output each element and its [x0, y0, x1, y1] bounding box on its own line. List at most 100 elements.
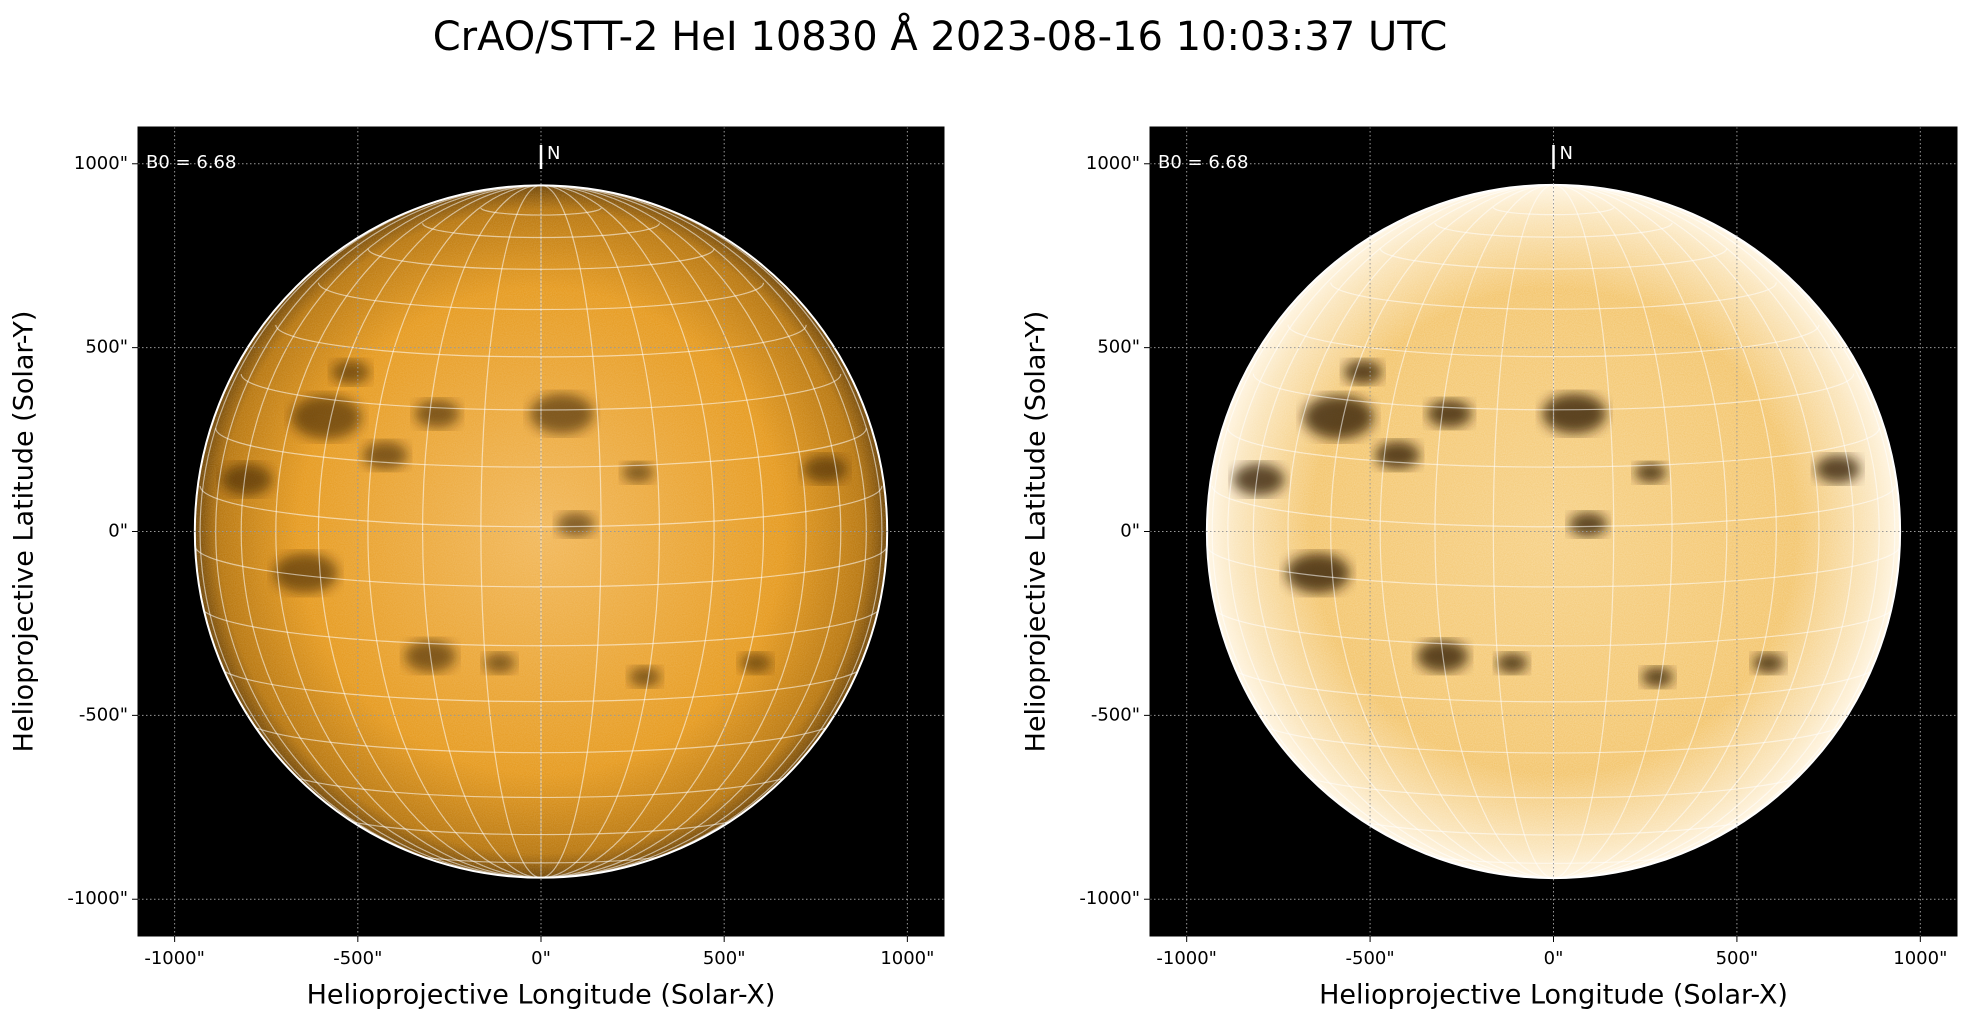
x-tick-label: 1000" — [880, 948, 934, 969]
meridian — [199, 185, 542, 878]
plot-frame — [137, 126, 945, 937]
x-tick-label: 0" — [1544, 948, 1564, 969]
parallel — [240, 373, 842, 411]
dark-filament — [628, 666, 661, 687]
annotation: N — [547, 143, 560, 164]
dark-filament — [1427, 399, 1472, 428]
dark-filament — [802, 455, 848, 484]
x-tick-label: -500" — [1346, 948, 1395, 969]
parallel — [1211, 604, 1896, 647]
parallel — [1492, 207, 1615, 216]
dark-filament — [1233, 463, 1285, 496]
parallel — [275, 325, 807, 358]
plot-frame — [1149, 126, 1958, 937]
annotation: B0 = 6.68 — [146, 152, 236, 173]
x-tick-label: 500" — [703, 948, 746, 969]
parallel — [1330, 282, 1777, 310]
dark-filament — [1634, 462, 1667, 483]
dark-filament — [1542, 393, 1607, 434]
dark-filament — [1641, 667, 1674, 688]
meridian — [1252, 184, 1554, 879]
x-tick-label: 500" — [1716, 948, 1759, 969]
dark-filament — [221, 463, 273, 496]
dark-filament — [1303, 395, 1374, 440]
meridian — [540, 185, 842, 878]
x-axis-label: Helioprojective Longitude (Solar-X) — [1319, 980, 1788, 1011]
meridian — [1379, 184, 1554, 879]
dark-filament — [483, 653, 516, 674]
meridian — [1553, 184, 1615, 879]
meridian — [275, 185, 542, 878]
y-tick-label: 1000" — [74, 153, 128, 174]
parallel — [1227, 662, 1880, 703]
meridian — [1211, 184, 1554, 879]
parallel — [1227, 427, 1880, 468]
parallel — [1211, 485, 1896, 528]
annotation: N — [1560, 143, 1573, 164]
y-axis-label: Helioprojective Latitude (Solar-Y) — [1021, 311, 1052, 753]
meridian — [215, 185, 542, 878]
dark-filament — [1815, 455, 1861, 484]
dark-filament — [414, 399, 460, 428]
dark-filament — [1375, 441, 1420, 470]
x-tick-label: 0" — [531, 948, 551, 969]
parallel — [367, 248, 715, 270]
y-tick-label: 0" — [108, 521, 128, 542]
dark-filament — [291, 395, 362, 440]
meridian — [1287, 184, 1554, 879]
y-axis-label: Helioprojective Latitude (Solar-Y) — [9, 311, 40, 753]
meridian — [540, 185, 883, 878]
parallel — [215, 662, 867, 703]
y-tick-label: 500" — [85, 337, 128, 358]
panel: -1000" -500" 0" 500" 1000" -1000" -500" 0" 500" 1… — [9, 126, 945, 1011]
parallel — [1252, 716, 1855, 754]
dark-filament — [1285, 553, 1350, 594]
meridian — [240, 185, 542, 878]
dark-filament — [1495, 653, 1528, 674]
x-tick-label: -1000" — [144, 948, 205, 969]
x-tick-label: -1000" — [1156, 948, 1217, 969]
annotation: B0 = 6.68 — [1158, 152, 1248, 173]
dark-filament — [1568, 512, 1608, 537]
dark-filament — [273, 553, 338, 594]
parallel — [1287, 324, 1820, 358]
y-tick-label: -1000" — [67, 888, 128, 909]
meridian — [1553, 184, 1673, 879]
y-tick-label: 500" — [1097, 337, 1140, 358]
parallel — [1379, 248, 1728, 270]
parallel — [1252, 373, 1855, 411]
parallel — [422, 223, 660, 239]
parallel — [275, 765, 807, 799]
y-tick-label: -500" — [79, 704, 128, 725]
meridian — [1492, 184, 1554, 879]
panel: -1000" -500" 0" 500" 1000" -1000" -500" 0" 500" 1… — [1021, 126, 1958, 1011]
dark-filament — [556, 512, 595, 537]
parallel — [199, 604, 883, 647]
dark-filament — [1343, 360, 1383, 385]
parallel — [1434, 222, 1673, 238]
parallel — [194, 545, 888, 588]
y-tick-label: 1000" — [1086, 153, 1140, 174]
dark-filament — [529, 393, 594, 434]
dark-filament — [362, 441, 408, 470]
parallel — [1206, 545, 1901, 588]
x-tick-label: -500" — [333, 948, 382, 969]
dark-filament — [621, 462, 654, 483]
meridian — [367, 185, 542, 878]
y-tick-label: -500" — [1091, 704, 1140, 725]
meridian — [1553, 184, 1855, 879]
dark-filament — [331, 360, 370, 385]
meridian — [480, 185, 542, 878]
meridian — [540, 185, 602, 878]
parallel — [1287, 765, 1820, 799]
x-tick-label: 1000" — [1893, 948, 1947, 969]
parallel — [240, 716, 842, 754]
meridian — [1227, 184, 1554, 879]
x-axis-label: Helioprojective Longitude (Solar-X) — [307, 980, 776, 1011]
parallel — [317, 282, 765, 311]
y-tick-label: -1000" — [1079, 888, 1140, 909]
parallel — [199, 485, 883, 528]
meridian — [1553, 184, 1777, 879]
figure-title: CrAO/STT-2 HeI 10830 Å 2023-08-16 10:03:… — [433, 12, 1448, 60]
